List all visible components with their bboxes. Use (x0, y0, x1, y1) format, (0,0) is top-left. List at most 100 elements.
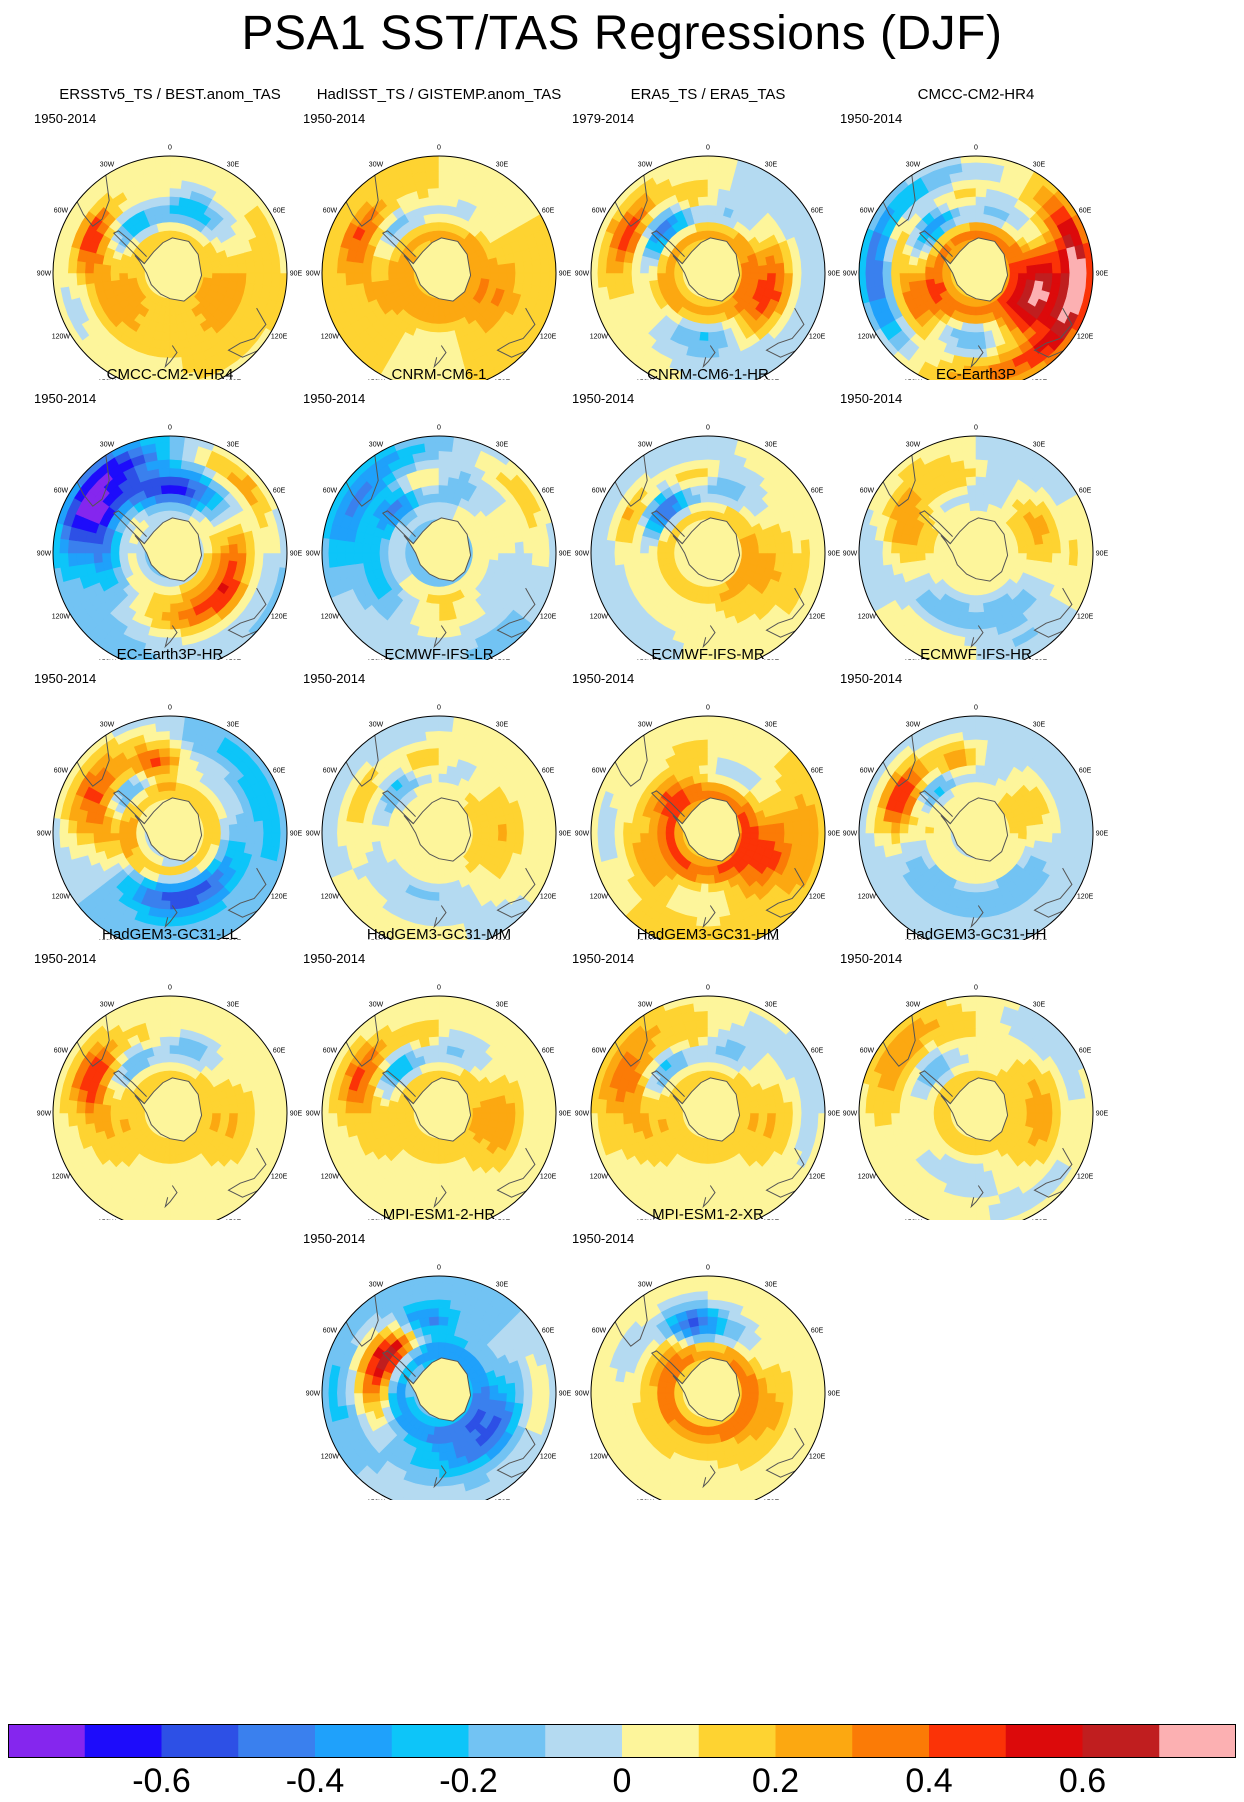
coastline (765, 1427, 805, 1478)
colorbar-swatch (775, 1724, 853, 1758)
longitude-label: 60W (592, 488, 607, 495)
panel-title: ECMWF-IFS-HR (920, 646, 1032, 663)
colorbar-swatch (468, 1724, 546, 1758)
longitude-label: 120W (52, 894, 71, 901)
colorbar-swatch (545, 1724, 623, 1758)
map-panel: EC-Earth3P-HR1950-2014030E60E90E120E150E… (20, 638, 320, 958)
antarctica-coastline (672, 1077, 741, 1142)
longitude-label: 120E (809, 894, 826, 901)
coastline (918, 510, 953, 544)
longitude-label: 90W (575, 1111, 590, 1118)
longitude-label: 60W (860, 208, 875, 215)
longitude-label: 0 (706, 985, 710, 992)
longitude-label: 60W (323, 488, 338, 495)
coastline (702, 1185, 716, 1209)
coastline (1033, 587, 1073, 638)
longitude-label: 120E (809, 614, 826, 621)
coastline (227, 1147, 267, 1198)
map-border (52, 435, 288, 660)
coastline (702, 625, 716, 649)
longitude-label: 120W (321, 1174, 340, 1181)
panel-title: HadGEM3-GC31-MM (366, 926, 512, 943)
longitude-label: 120W (590, 894, 609, 901)
panel-title: EC-Earth3P (935, 366, 1017, 383)
longitude-label: 90E (1096, 271, 1109, 278)
colorbar-swatch (622, 1724, 700, 1758)
regression-field (591, 436, 825, 660)
colorbar-swatch (84, 1724, 162, 1758)
longitude-label: 60W (54, 488, 69, 495)
coastline (1033, 307, 1073, 358)
panel-period: 1950-2014 (840, 391, 903, 406)
panel-title: ERSSTv5_TS / BEST.anom_TAS (59, 86, 281, 103)
panel-period: 1950-2014 (303, 1231, 366, 1246)
longitude-label: 60W (54, 768, 69, 775)
antarctica-coastline (672, 797, 741, 862)
panel-period: 1950-2014 (34, 391, 97, 406)
figure-title: PSA1 SST/TAS Regressions (DJF) (241, 7, 1003, 60)
longitude-label: 60W (54, 208, 69, 215)
regression-field (859, 156, 1093, 380)
longitude-label: 30W (369, 161, 384, 168)
longitude-label: 90E (828, 1111, 841, 1118)
longitude-label: 90W (37, 1111, 52, 1118)
map-border (321, 435, 557, 660)
antarctica-coastline (403, 1077, 472, 1142)
map-border (858, 155, 1094, 380)
coastline (164, 345, 178, 369)
antarctica-coastline (672, 1357, 741, 1422)
longitude-label: 60E (811, 1328, 824, 1335)
regression-field (53, 996, 287, 1220)
longitude-label: 60W (860, 1048, 875, 1055)
longitude-label: 90E (559, 271, 572, 278)
longitude-label: 90E (828, 831, 841, 838)
map-panel: HadGEM3-GC31-LL1950-2014030E60E90E120E15… (20, 918, 320, 1238)
map-border (858, 715, 1094, 940)
colorbar (8, 1724, 1237, 1758)
polar-map: 030E60E90E120E150E180150W120W90W60W30W (306, 705, 572, 940)
coastline (433, 905, 447, 929)
longitude-label: 30W (906, 441, 921, 448)
map-panel: ERSSTv5_TS / BEST.anom_TAS 1950-2014 0 30E 6… (20, 78, 320, 398)
longitude-label: 60E (1079, 1048, 1092, 1055)
map-border (590, 995, 826, 1220)
antarctica-coastline (134, 1077, 203, 1142)
coastline (765, 1147, 805, 1198)
longitude-label: 120W (590, 1174, 609, 1181)
map-panel: CNRM-CM6-1-HR1950-2014030E60E90E120E150E… (558, 358, 858, 678)
longitude-label: 90E (559, 831, 572, 838)
coastline (381, 510, 416, 544)
polar-map: 030E60E90E120E150E180150W120W90W60W30W (575, 145, 841, 380)
coastline (227, 867, 267, 918)
map-border (321, 1275, 557, 1500)
longitude-label: 120E (271, 334, 288, 341)
polar-map: 030E60E90E120E150E180150W120W90W60W30W (843, 985, 1109, 1220)
coastline (227, 307, 267, 358)
map-border (590, 155, 826, 380)
longitude-label: 90E (1096, 831, 1109, 838)
longitude-label: 30E (227, 721, 240, 728)
longitude-label: 60W (860, 768, 875, 775)
colorbar-swatch (929, 1724, 1007, 1758)
polar-map: 030E60E90E120E150E180150W120W90W60W30W (575, 705, 841, 940)
coastline (1033, 1147, 1073, 1198)
panel-title: CMCC-CM2-HR4 (917, 86, 1035, 103)
polar-map: 030E60E90E120E150E180150W120W90W60W30W (575, 1265, 841, 1500)
longitude-label: 120E (271, 1174, 288, 1181)
map-border (858, 435, 1094, 660)
colorbar-swatch (8, 1724, 86, 1758)
longitude-label: 30E (1033, 1001, 1046, 1008)
polar-map: 030E60E90E120E150E180150W120W90W60W30W (843, 705, 1109, 940)
coastline (164, 905, 178, 929)
longitude-label: 90W (843, 1111, 858, 1118)
map-panel: MPI-ESM1-2-XR1950-2014030E60E90E120E150E… (558, 1198, 858, 1518)
longitude-label: 90E (290, 271, 303, 278)
panel-title: ERA5_TS / ERA5_TAS (630, 86, 786, 103)
colorbar-tick-label: -0.6 (132, 1762, 191, 1800)
longitude-label: 90W (575, 1391, 590, 1398)
longitude-label: 60W (54, 1048, 69, 1055)
antarctica-coastline (940, 517, 1009, 582)
longitude-label: 0 (706, 145, 710, 152)
longitude-label: 30E (496, 721, 509, 728)
colorbar-swatch (1005, 1724, 1083, 1758)
